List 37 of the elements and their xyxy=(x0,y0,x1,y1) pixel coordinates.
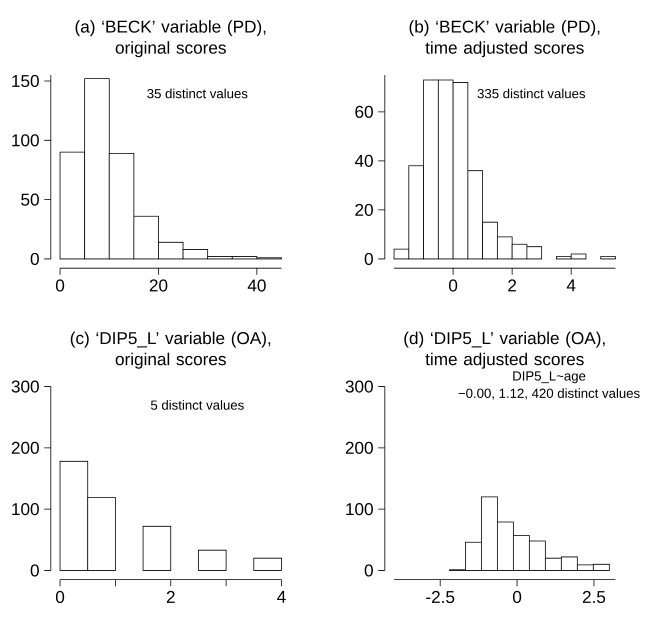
y-tick-label: 20 xyxy=(355,204,373,216)
annotation: 5 distinct values xyxy=(150,400,244,410)
y-tick-label: 50 xyxy=(21,193,39,206)
y-tick-label: 100 xyxy=(12,502,39,515)
y-tick-label: 0 xyxy=(30,564,39,576)
x-tick-label: 2 xyxy=(166,590,175,603)
text: DIP5_L~age xyxy=(513,371,586,384)
x-tick-label: 0 xyxy=(448,279,458,292)
x-tick-label: -2.5 xyxy=(426,590,454,603)
annotation: 335 distinct values xyxy=(478,88,586,98)
chart-title: (a) ‘BECK’ variable (PD), original scores xyxy=(76,20,266,57)
y-tick-label: 0 xyxy=(364,564,373,576)
y-tick-label: 100 xyxy=(12,134,39,146)
y-tick-label: 40 xyxy=(354,154,373,167)
y-tick-label: 60 xyxy=(355,106,373,118)
x-tick-label: 4 xyxy=(277,590,286,602)
x-tick-label: 0 xyxy=(512,590,522,603)
y-tick-label: 150 xyxy=(12,74,39,87)
y-tick-label: 300 xyxy=(346,380,373,392)
x-tick-label: 0 xyxy=(56,279,64,292)
y-tick-label: 0 xyxy=(30,252,39,265)
x-tick-label: 0 xyxy=(56,590,64,603)
y-tick-label: 200 xyxy=(346,442,373,454)
y-tick-label: 200 xyxy=(12,442,39,454)
annotation: −0.00, 1.12, 420 distinct values xyxy=(458,388,640,400)
x-tick-label: 2.5 xyxy=(582,590,606,603)
y-tick-label: 100 xyxy=(346,502,373,515)
y-tick-label: 0 xyxy=(364,252,373,265)
chart-title: (d) ‘DIP5_L’ variable (OA), time adjusted scores xyxy=(404,331,605,368)
chart-title: (c) ‘DIP5_L’ variable (OA), original scores xyxy=(70,331,270,368)
x-tick-label: 4 xyxy=(566,279,576,291)
x-tick-label: 40 xyxy=(248,279,266,292)
y-tick-label: 300 xyxy=(12,380,39,392)
chart-title: (b) ‘BECK’ variable (PD), time adjusted scores xyxy=(410,20,600,57)
annotation: 35 distinct values xyxy=(147,88,248,98)
x-tick-label: 2 xyxy=(508,279,516,292)
x-tick-label: 20 xyxy=(150,279,168,292)
